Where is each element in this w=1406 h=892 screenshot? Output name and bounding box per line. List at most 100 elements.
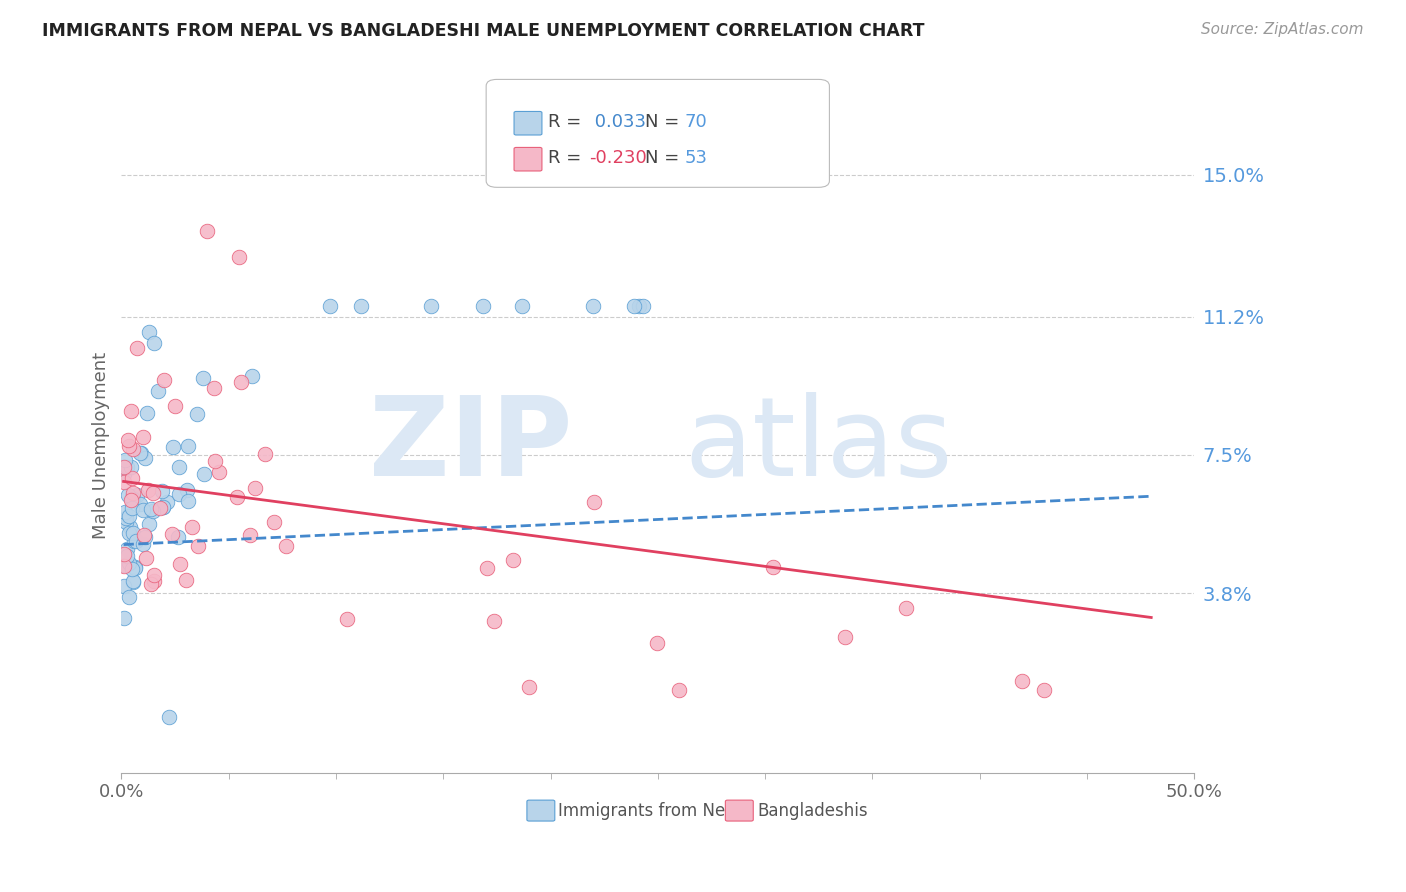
Point <box>153 373 176 387</box>
Point <box>762 559 785 574</box>
Point <box>132 503 155 517</box>
Point <box>668 683 690 698</box>
Point <box>627 298 650 312</box>
Point <box>177 493 200 508</box>
Point <box>276 539 298 553</box>
Point <box>226 490 249 504</box>
Text: R =: R = <box>548 113 588 131</box>
Point <box>117 488 139 502</box>
Point <box>253 447 276 461</box>
Point <box>117 433 139 447</box>
Point <box>124 561 146 575</box>
Point <box>482 614 505 628</box>
Text: 53: 53 <box>685 149 707 167</box>
FancyBboxPatch shape <box>725 800 754 821</box>
Text: 0.033: 0.033 <box>589 113 647 131</box>
Point <box>118 509 141 524</box>
Point <box>143 568 166 582</box>
Point <box>124 560 146 574</box>
Point <box>239 527 262 541</box>
Point <box>142 504 165 518</box>
Point <box>146 384 169 399</box>
Point <box>127 488 149 502</box>
Point <box>228 250 250 264</box>
Point <box>502 553 524 567</box>
Point <box>157 709 180 723</box>
FancyBboxPatch shape <box>515 112 541 135</box>
Point <box>139 576 162 591</box>
Point <box>150 484 173 499</box>
Point <box>134 450 156 465</box>
Text: ZIP: ZIP <box>368 392 572 500</box>
Point <box>134 528 156 542</box>
Point <box>167 530 190 544</box>
Point <box>125 341 148 355</box>
Point <box>118 520 141 534</box>
Point <box>138 517 160 532</box>
Point <box>202 381 225 395</box>
Point <box>120 460 142 475</box>
Point <box>115 510 138 524</box>
Point <box>117 460 139 475</box>
Point <box>112 559 135 574</box>
FancyBboxPatch shape <box>515 147 541 171</box>
Point <box>517 680 540 694</box>
Point <box>122 491 145 506</box>
Point <box>112 558 135 572</box>
Point <box>121 525 143 540</box>
Point <box>169 557 191 571</box>
Point <box>125 534 148 549</box>
Text: -0.230: -0.230 <box>589 149 647 167</box>
Point <box>121 471 143 485</box>
Point <box>112 611 135 625</box>
Point <box>122 442 145 456</box>
Point <box>122 574 145 589</box>
Point <box>120 492 142 507</box>
Point <box>187 539 209 553</box>
Point <box>174 573 197 587</box>
Point <box>475 560 498 574</box>
Point <box>231 375 253 389</box>
Point <box>834 630 856 644</box>
Point <box>142 335 165 350</box>
Point <box>583 495 606 509</box>
Point <box>121 562 143 576</box>
Point <box>129 445 152 459</box>
Point <box>645 636 668 650</box>
FancyBboxPatch shape <box>486 79 830 187</box>
Point <box>156 494 179 508</box>
Point <box>631 298 654 312</box>
Point <box>112 579 135 593</box>
Point <box>118 556 141 570</box>
Point <box>128 497 150 511</box>
Point <box>318 298 340 312</box>
Point <box>263 515 285 529</box>
Point <box>186 407 208 421</box>
Point <box>191 370 214 384</box>
Point <box>1032 683 1054 698</box>
Point <box>143 574 166 589</box>
Point <box>165 400 187 414</box>
Point <box>115 549 138 564</box>
Y-axis label: Male Unemployment: Male Unemployment <box>93 352 110 540</box>
Point <box>472 298 495 312</box>
Text: Source: ZipAtlas.com: Source: ZipAtlas.com <box>1201 22 1364 37</box>
Point <box>121 501 143 516</box>
Point <box>623 298 645 312</box>
Point <box>510 298 533 312</box>
Point <box>112 547 135 561</box>
Point <box>132 537 155 551</box>
Point <box>167 486 190 500</box>
Point <box>122 534 145 549</box>
Point <box>134 530 156 544</box>
Point <box>243 481 266 495</box>
Point <box>149 501 172 516</box>
Point <box>121 485 143 500</box>
Point <box>121 490 143 504</box>
Point <box>177 439 200 453</box>
Point <box>112 467 135 482</box>
Point <box>121 492 143 507</box>
Text: R =: R = <box>548 149 588 167</box>
Text: atlas: atlas <box>685 392 953 500</box>
Point <box>132 430 155 444</box>
